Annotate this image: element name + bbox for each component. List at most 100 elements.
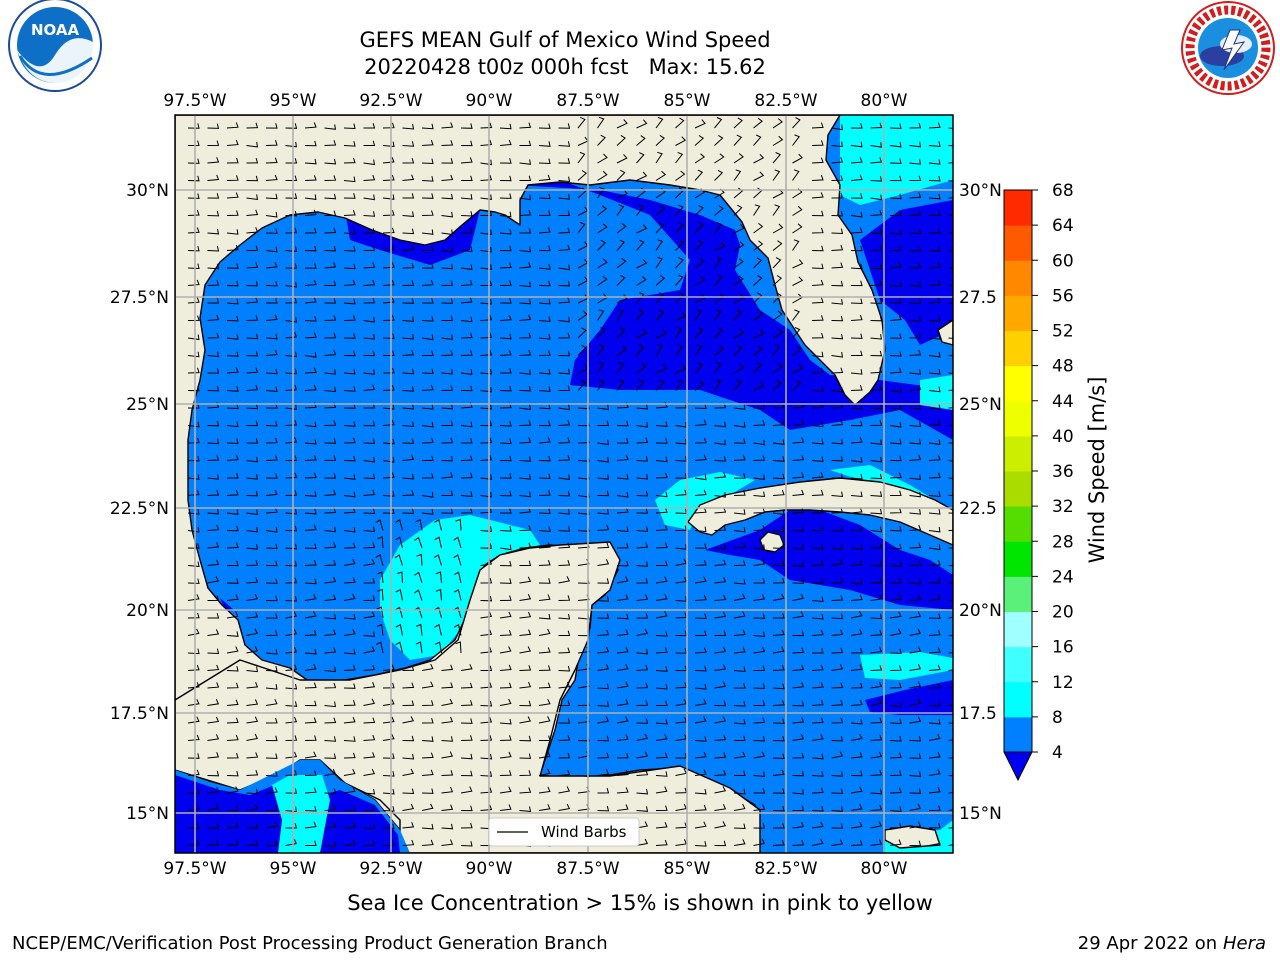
- wind-barb: [889, 525, 902, 532]
- wind-barb: [772, 240, 783, 251]
- wind-barb: [811, 543, 824, 550]
- wind-barb: [889, 735, 902, 742]
- wind-barb: [402, 438, 415, 444]
- wind-barb: [655, 344, 664, 356]
- wind-barb: [285, 123, 298, 129]
- wind-barb: [928, 805, 941, 811]
- wind-barb: [655, 151, 663, 164]
- wind-barb: [948, 547, 953, 549]
- wind-barb: [441, 368, 454, 375]
- wind-barb: [772, 223, 784, 234]
- wind-barb: [753, 240, 764, 251]
- wind-barb: [597, 205, 608, 216]
- wind-barb: [343, 593, 356, 601]
- wind-barb: [733, 718, 746, 725]
- wind-barb: [304, 717, 317, 724]
- wind-barb: [304, 559, 317, 566]
- lat-tick-left: 30°N: [126, 181, 169, 201]
- wind-barb: [519, 159, 531, 165]
- wind-barb: [889, 822, 902, 829]
- wind-barb: [792, 419, 805, 426]
- wind-barb: [909, 175, 922, 181]
- wind-barb: [753, 345, 763, 356]
- wind-barb: [266, 840, 278, 846]
- wind-barb: [792, 327, 801, 339]
- wind-barb: [850, 420, 863, 427]
- wind-barb: [558, 244, 571, 251]
- wind-barb: [382, 333, 395, 340]
- wind-barb: [265, 455, 278, 461]
- wind-barb: [519, 787, 532, 794]
- wind-barb: [363, 420, 376, 427]
- wind-barb: [207, 508, 220, 515]
- wind-barb: [909, 681, 922, 689]
- wind-barb: [461, 175, 473, 181]
- wind-barb: [304, 578, 317, 585]
- wind-barb: [753, 544, 765, 551]
- wind-barb: [304, 593, 317, 601]
- wind-barb: [421, 663, 434, 671]
- wind-barb: [675, 136, 687, 146]
- wind-barb: [811, 227, 824, 234]
- wind-barb: [480, 420, 493, 427]
- wind-barb: [343, 123, 356, 130]
- wind-barb: [285, 246, 298, 252]
- wind-barb: [519, 770, 532, 776]
- wind-barb: [655, 771, 668, 777]
- wind-barb: [363, 631, 376, 637]
- wind-barb: [772, 788, 785, 794]
- wind-barb: [538, 403, 551, 410]
- wind-barb: [363, 262, 376, 269]
- colorbar-tick-label: 64: [1052, 216, 1074, 236]
- wind-barb: [558, 210, 571, 216]
- wind-barb: [948, 285, 953, 287]
- wind-barb: [382, 438, 395, 445]
- wind-barb: [226, 560, 239, 567]
- colorbar-tick-label: 48: [1052, 357, 1074, 377]
- wind-barb: [460, 786, 473, 794]
- wind-barb: [207, 455, 220, 461]
- wind-barb: [441, 334, 453, 340]
- wind-barb: [636, 718, 649, 724]
- wind-barb: [733, 344, 743, 356]
- wind-barb: [655, 839, 668, 846]
- wind-barb: [616, 787, 629, 794]
- wind-barb: [324, 768, 337, 776]
- wind-barb: [909, 578, 922, 585]
- wind-barb: [850, 314, 863, 321]
- wind-barb: [207, 716, 220, 724]
- wind-barb: [460, 264, 473, 271]
- wind-barb: [714, 594, 727, 601]
- colorbar-tick-label: 56: [1052, 286, 1074, 306]
- wind-barb: [499, 751, 512, 759]
- colorbar-tick-label: 24: [1052, 567, 1074, 587]
- wind-barb: [909, 228, 922, 235]
- wind-barb: [226, 280, 239, 287]
- wind-barb: [616, 379, 625, 391]
- wind-barb: [948, 389, 953, 391]
- wind-barb: [363, 805, 376, 811]
- wind-barb: [434, 641, 442, 654]
- wind-barb: [792, 239, 800, 251]
- wind-barb: [929, 210, 941, 216]
- wind-barb: [343, 822, 356, 829]
- wind-barb: [811, 717, 824, 724]
- wind-barb: [597, 524, 610, 531]
- wind-barb: [948, 127, 953, 129]
- wind-barb: [363, 788, 376, 795]
- wind-barb: [402, 508, 415, 514]
- wind-barb: [499, 229, 512, 235]
- wind-barb: [870, 594, 883, 601]
- wind-barb: [772, 593, 785, 601]
- wind-barb: [616, 309, 624, 321]
- wind-barb: [324, 576, 337, 584]
- wind-barb: [480, 403, 493, 410]
- wind-barb: [226, 210, 239, 216]
- wind-barb: [792, 578, 805, 584]
- wind-barb: [324, 526, 336, 533]
- wind-barb: [675, 257, 684, 269]
- wind-barb: [733, 117, 743, 129]
- wind-barb: [304, 491, 317, 497]
- wind-barb: [285, 141, 297, 148]
- wind-barb: [480, 735, 493, 741]
